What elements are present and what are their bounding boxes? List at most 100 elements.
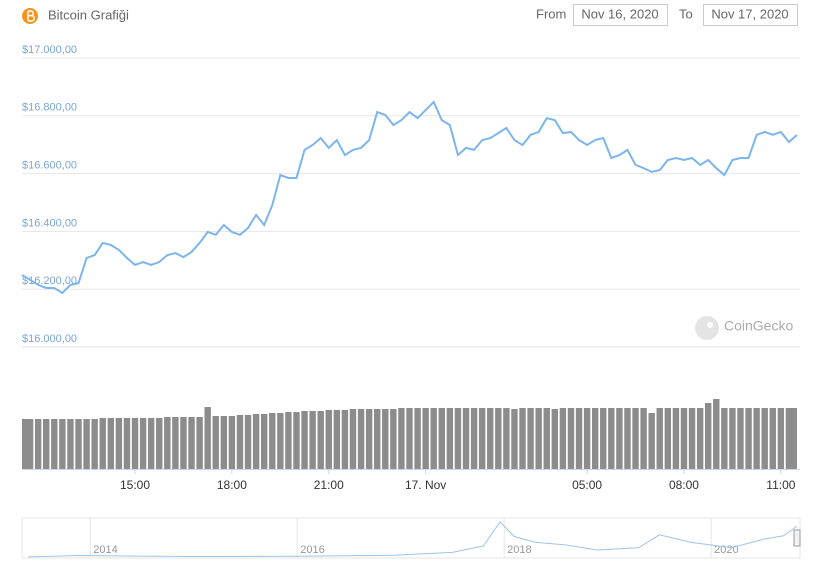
volume-bar — [454, 408, 462, 469]
x-tick-label: 18:00 — [217, 478, 247, 492]
volume-bar — [575, 408, 583, 469]
volume-bar — [446, 408, 454, 469]
volume-bar — [680, 408, 688, 469]
volume-bar — [430, 408, 437, 469]
volume-bar — [269, 413, 276, 469]
volume-bar — [34, 419, 42, 469]
volume-bar — [503, 408, 510, 469]
volume-bar — [139, 418, 147, 469]
volume-bar — [785, 408, 793, 469]
volume-bar — [414, 408, 421, 469]
x-tick-label: 21:00 — [314, 478, 344, 492]
volume-bar — [164, 417, 171, 469]
volume-bar — [696, 408, 704, 469]
volume-bar — [406, 408, 413, 469]
y-tick-label: $16.000,00 — [22, 333, 77, 345]
volume-bar — [753, 408, 760, 469]
volume-bar — [285, 412, 292, 469]
volume-bar — [180, 417, 187, 469]
volume-bar — [624, 408, 631, 469]
to-value[interactable]: Nov 17, 2020 — [711, 6, 788, 21]
volume-bar — [59, 419, 66, 469]
y-tick-label: $16.800,00 — [22, 102, 77, 114]
volume-bar — [301, 411, 308, 469]
volume-bar — [672, 408, 680, 469]
volume-bar — [769, 408, 776, 469]
from-value[interactable]: Nov 16, 2020 — [581, 6, 658, 21]
volume-bar — [745, 408, 752, 469]
x-tick-label: 08:00 — [669, 478, 699, 492]
navigator-label: 2018 — [507, 544, 531, 556]
volume-bar — [559, 408, 567, 469]
volume-bar — [713, 399, 720, 469]
to-input[interactable] — [703, 4, 798, 26]
volume-bar — [462, 408, 470, 469]
volume-bar — [147, 418, 155, 469]
volume-bar — [656, 408, 663, 469]
volume-bar — [26, 419, 34, 469]
volume-bar — [188, 417, 195, 469]
x-tick-label: 05:00 — [572, 478, 602, 492]
x-tick-label: 15:00 — [120, 478, 150, 492]
volume-bar — [349, 409, 357, 469]
volume-bar — [382, 409, 389, 469]
from-label: From — [536, 6, 566, 21]
volume-bar — [688, 408, 696, 469]
volume-bar — [729, 408, 736, 469]
navigator-handle[interactable] — [793, 529, 801, 547]
volume-bar — [75, 419, 82, 469]
volume-bar — [640, 408, 647, 469]
volume-bar — [67, 419, 74, 469]
volume-bar — [519, 408, 526, 469]
volume-bar — [325, 410, 332, 469]
volume-bar — [357, 409, 365, 469]
volume-bar — [535, 408, 542, 469]
volume-bar — [131, 418, 139, 469]
volume-bar — [107, 418, 114, 469]
volume-bar — [374, 409, 381, 469]
x-tick-label: 17. Nov — [405, 478, 446, 492]
watermark-eye — [707, 322, 713, 328]
volume-bar — [252, 414, 260, 469]
volume-bar — [551, 409, 559, 469]
volume-bar — [228, 416, 236, 469]
volume-bar — [22, 419, 29, 469]
volume-bar — [204, 407, 211, 469]
volume-bar — [43, 419, 50, 469]
from-input[interactable] — [573, 4, 668, 26]
volume-bar — [123, 418, 131, 469]
y-tick-label: $17.000,00 — [22, 44, 77, 56]
volume-bar — [365, 409, 373, 469]
volume-bar — [196, 417, 203, 469]
navigator-line — [28, 521, 798, 558]
volume-bar — [600, 408, 607, 469]
volume-bar — [277, 413, 284, 469]
volume-bar — [236, 415, 244, 469]
navigator-label: 2020 — [714, 544, 738, 556]
volume-bar — [212, 416, 219, 469]
volume-bar — [567, 408, 575, 469]
volume-bar — [309, 411, 316, 469]
volume-bar — [333, 410, 341, 469]
volume-bar — [260, 414, 268, 469]
volume-bar — [244, 415, 252, 469]
volume-bar — [543, 408, 550, 469]
volume-bar — [317, 411, 324, 469]
volume-bar — [608, 408, 615, 469]
volume-bar — [99, 418, 106, 469]
volume-bar — [737, 408, 744, 469]
volume-bar — [220, 416, 228, 469]
volume-bar — [495, 408, 502, 469]
volume-bar — [664, 408, 672, 469]
volume-bar — [341, 410, 349, 469]
volume-bar — [156, 418, 163, 469]
volume-bar — [777, 408, 785, 469]
volume-bar — [398, 408, 405, 469]
y-tick-label: $16.400,00 — [22, 217, 77, 229]
price-line — [21, 100, 798, 295]
watermark-logo — [695, 316, 719, 340]
volume-bar — [390, 409, 397, 469]
volume-bar — [83, 419, 90, 469]
volume-bar — [470, 408, 478, 469]
